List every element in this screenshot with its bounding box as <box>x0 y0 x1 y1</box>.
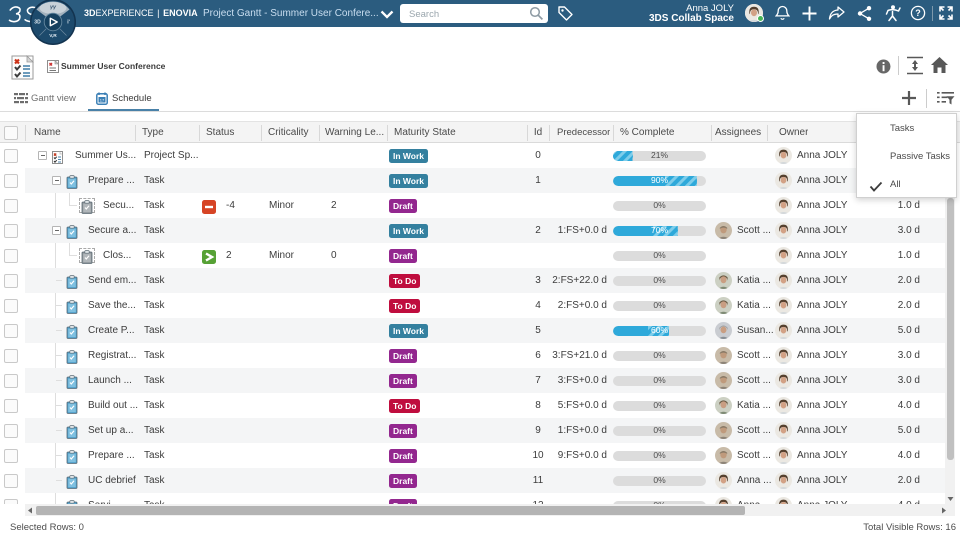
svg-text:γγ: γγ <box>50 5 57 11</box>
svg-text:?: ? <box>915 8 921 18</box>
svg-text:17: 17 <box>100 98 105 103</box>
svg-text:V,R: V,R <box>49 33 57 39</box>
svg-text:iʹ: iʹ <box>67 19 70 26</box>
svg-text:3D: 3D <box>34 20 41 26</box>
